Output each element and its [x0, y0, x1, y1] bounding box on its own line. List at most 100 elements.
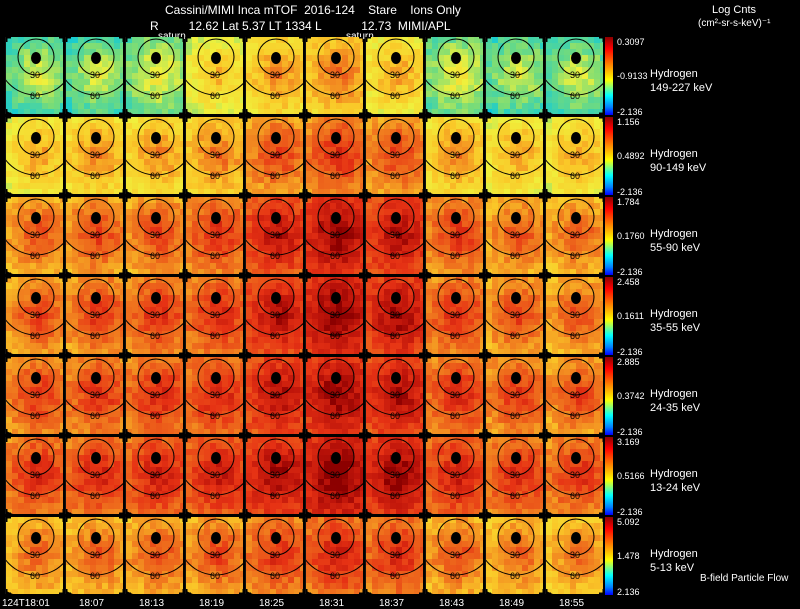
image-cell: 30 60: [125, 437, 183, 514]
svg-text:30: 30: [450, 150, 460, 160]
image-cell: 30 60: [185, 437, 243, 514]
svg-text:60: 60: [570, 251, 580, 261]
color-bar-min-value: -2.136: [617, 347, 643, 357]
image-cell: 30 60: [545, 37, 603, 114]
svg-text:60: 60: [270, 91, 280, 101]
image-cell: 30 60: [485, 437, 543, 514]
color-bar-mid-value: 0.4892: [617, 151, 645, 161]
svg-text:30: 30: [390, 150, 400, 160]
cell-image: 30 60: [246, 37, 303, 114]
image-cell: 30 60: [305, 437, 363, 514]
image-cell: 30 60: [5, 437, 63, 514]
svg-text:30: 30: [90, 230, 100, 240]
svg-text:30: 30: [570, 150, 580, 160]
color-bar-mid-value: -0.9133: [617, 71, 648, 81]
image-cell: 30 60: [485, 197, 543, 274]
image-cell: 30 60: [65, 197, 123, 274]
svg-text:30: 30: [330, 70, 340, 80]
svg-text:60: 60: [30, 91, 40, 101]
image-cell: 30 60: [185, 37, 243, 114]
header-line2: R 12.62 Lat 5.37 LT 1334 L 12.73 MIMI/AP…: [150, 19, 451, 33]
time-label: 18:07: [79, 598, 105, 609]
species-label: Hydrogen: [650, 308, 698, 320]
svg-text:30: 30: [390, 230, 400, 240]
image-cell: 30 60: [365, 197, 423, 274]
species-label: Hydrogen: [650, 148, 698, 160]
image-cell: 30 60: [425, 517, 483, 594]
saturn-label-1: saturn: [158, 31, 186, 42]
color-bar-max-value: 3.169: [617, 437, 640, 447]
image-cell: 30 60: [545, 117, 603, 194]
image-cell: 30 60: [65, 277, 123, 354]
svg-text:30: 30: [90, 150, 100, 160]
image-cell: 30 60: [5, 277, 63, 354]
image-cell: 30 60: [425, 117, 483, 194]
species-label: Hydrogen: [650, 548, 698, 560]
energy-label: 90-149 keV: [650, 162, 707, 174]
svg-text:30: 30: [510, 70, 520, 80]
svg-text:60: 60: [390, 251, 400, 261]
image-cell: 30 60: [245, 437, 303, 514]
svg-text:30: 30: [30, 230, 40, 240]
image-cell: 30 60: [245, 197, 303, 274]
cell-image: 30 60: [366, 197, 423, 274]
image-cell: 30 60: [425, 357, 483, 434]
svg-text:60: 60: [150, 91, 160, 101]
energy-label: 35-55 keV: [650, 322, 701, 334]
time-label: 18:19: [199, 598, 225, 609]
svg-text:60: 60: [330, 91, 340, 101]
color-bar-max-value: 5.092: [617, 517, 640, 527]
image-cell: 30 60: [545, 437, 603, 514]
color-bar-mid-value: 0.1760: [617, 231, 645, 241]
image-cell: 30 60: [485, 277, 543, 354]
image-cell: 30 60: [125, 37, 183, 114]
svg-text:30: 30: [150, 230, 160, 240]
svg-text:60: 60: [210, 171, 220, 181]
svg-text:30: 30: [570, 70, 580, 80]
svg-text:30: 30: [450, 230, 460, 240]
image-cell: 30 60: [485, 37, 543, 114]
color-bar-min-value: -2.136: [617, 187, 643, 197]
svg-text:60: 60: [210, 251, 220, 261]
header-line1: Cassini/MIMI Inca mTOF 2016-124 Stare Io…: [165, 3, 461, 17]
color-bar-min-value: -2.136: [617, 107, 643, 117]
image-cell: 30 60: [485, 517, 543, 594]
image-cell: 30 60: [5, 117, 63, 194]
image-cell: 30 60: [545, 357, 603, 434]
image-cell: 30 60: [245, 277, 303, 354]
time-label: 18:13: [139, 598, 165, 609]
color-bar-mid-value: 0.1611: [617, 311, 644, 321]
species-label: Hydrogen: [650, 68, 698, 80]
image-cell: 30 60: [305, 277, 363, 354]
color-bar-min-value: -2.136: [617, 267, 643, 277]
svg-text:30: 30: [270, 70, 280, 80]
svg-text:30: 30: [330, 150, 340, 160]
image-cell: 30 60: [125, 197, 183, 274]
svg-text:60: 60: [390, 171, 400, 181]
svg-text:60: 60: [90, 171, 100, 181]
